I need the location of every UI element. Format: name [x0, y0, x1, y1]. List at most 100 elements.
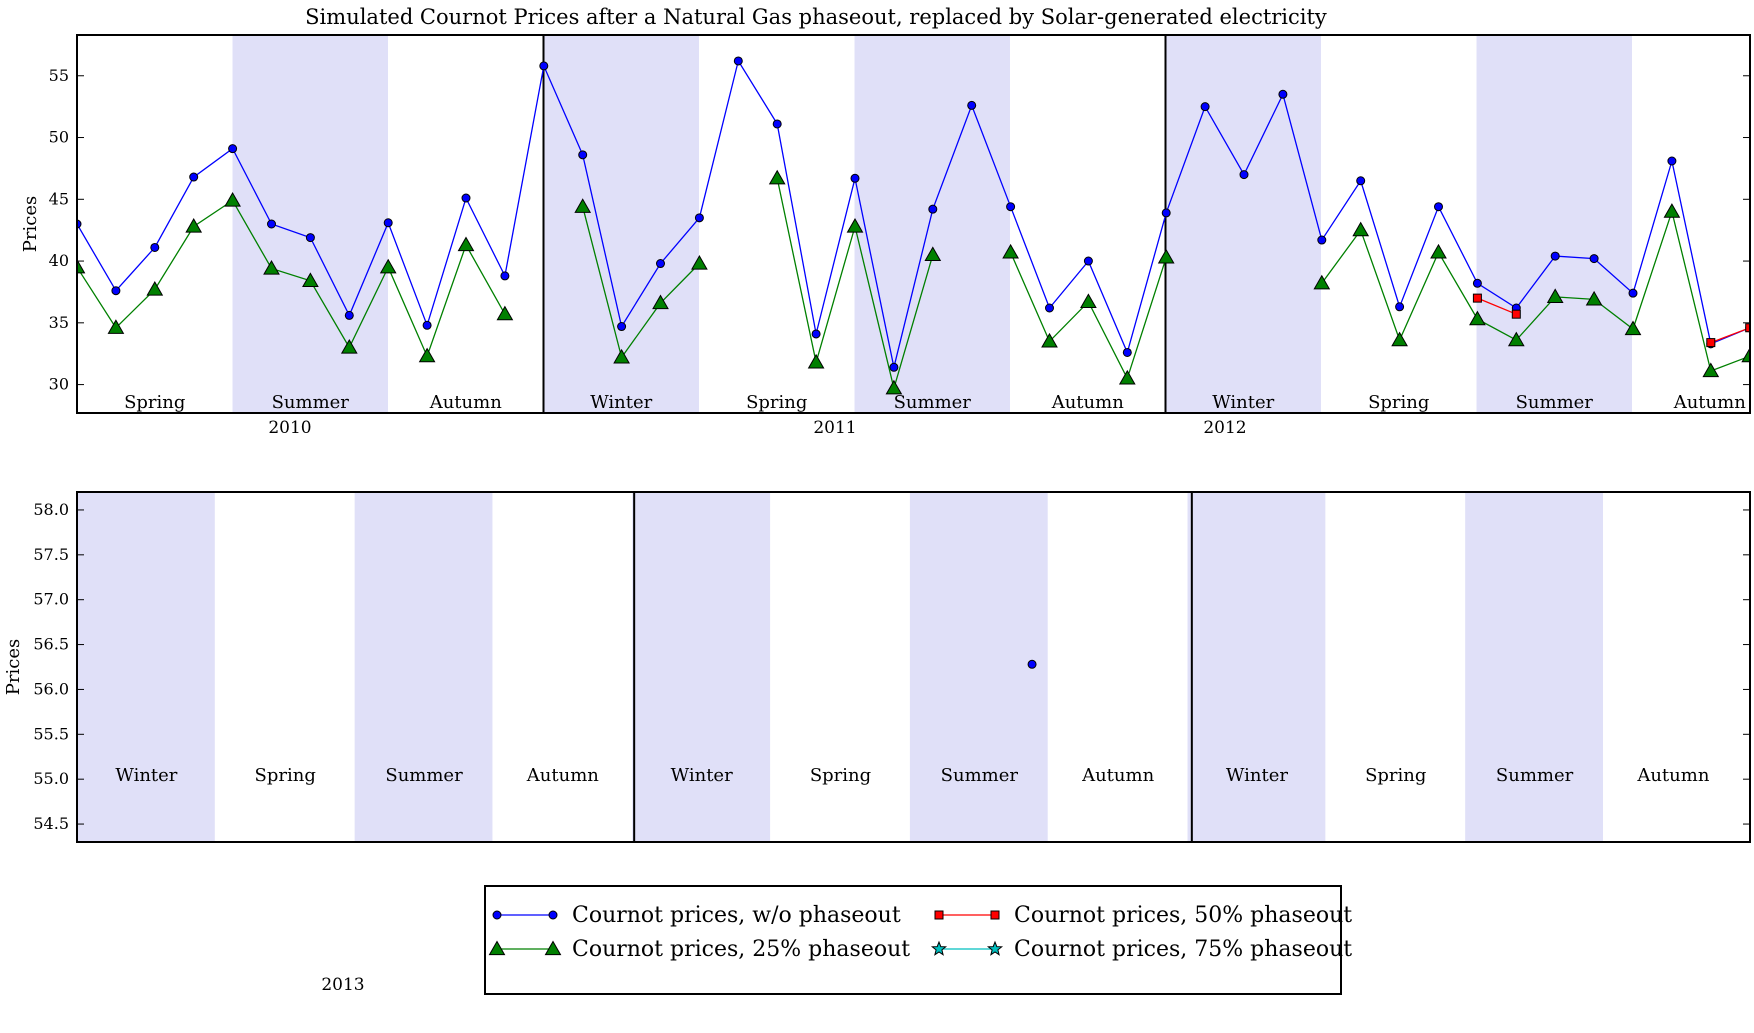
season-label: Winter [671, 765, 733, 786]
season-label: Summer [272, 392, 350, 413]
data-point [1431, 245, 1446, 258]
data-point [770, 171, 785, 184]
data-point [147, 282, 162, 295]
data-point [1590, 255, 1598, 263]
data-point [384, 219, 392, 227]
data-point [1703, 364, 1718, 377]
y-tick-label: 58.0 [33, 500, 69, 519]
season-label: Spring [124, 392, 185, 413]
season-band [77, 492, 215, 842]
data-point [851, 174, 859, 182]
data-point [151, 243, 159, 251]
season-band [1477, 35, 1633, 413]
data-point [618, 323, 626, 331]
y-tick-label: 54.5 [33, 814, 69, 833]
season-label: Winter [1212, 392, 1274, 413]
data-point [1028, 660, 1036, 668]
data-point [1046, 304, 1054, 312]
season-label: Summer [1516, 392, 1594, 413]
data-point [345, 311, 353, 319]
data-point [186, 219, 201, 232]
data-point [268, 220, 276, 228]
year-label: 2013 [321, 975, 364, 995]
data-point [1081, 294, 1096, 307]
legend-label: Cournot prices, 25% phaseout [572, 937, 910, 962]
data-point [540, 62, 548, 70]
data-point [1707, 339, 1715, 347]
season-band [355, 492, 493, 842]
data-point [1473, 279, 1481, 287]
data-point [1357, 177, 1365, 185]
y-axis-label: Prices [20, 196, 41, 252]
data-point [1353, 223, 1368, 236]
season-label: Winter [590, 392, 652, 413]
year-label: 2010 [268, 418, 311, 438]
season-label: Summer [894, 392, 972, 413]
data-point [1473, 294, 1481, 302]
season-label: Summer [385, 765, 463, 786]
data-point [1512, 310, 1520, 318]
data-point [773, 120, 781, 128]
data-point [1007, 203, 1015, 211]
data-point [229, 145, 237, 153]
y-tick-label: 57.5 [33, 545, 69, 564]
series-line [1011, 252, 1167, 378]
data-point [1435, 203, 1443, 211]
data-point [1551, 252, 1559, 260]
season-label: Spring [1365, 765, 1426, 786]
year-label: 2012 [1203, 418, 1246, 438]
data-point [1120, 371, 1135, 384]
y-tick-label: 40 [49, 251, 69, 270]
y-tick-label: 56.5 [33, 635, 69, 654]
y-tick-label: 57.0 [33, 590, 69, 609]
y-tick-label: 30 [49, 375, 69, 394]
data-point [968, 101, 976, 109]
y-axis-label: Prices [3, 639, 24, 695]
season-label: Autumn [526, 765, 599, 786]
data-point [1279, 90, 1287, 98]
data-point [695, 214, 703, 222]
data-point [501, 272, 509, 280]
data-point [190, 173, 198, 181]
data-point [1084, 257, 1092, 265]
y-tick-label: 35 [49, 313, 69, 332]
season-band [855, 35, 1011, 413]
y-tick-label: 56.0 [33, 679, 69, 698]
data-point [1162, 209, 1170, 217]
season-label: Spring [255, 765, 316, 786]
data-point [497, 307, 512, 320]
season-label: Spring [810, 765, 871, 786]
data-point [657, 260, 665, 268]
season-label: Autumn [1051, 392, 1124, 413]
data-point [1668, 157, 1676, 165]
y-tick-label: 45 [49, 189, 69, 208]
y-tick-label: 50 [49, 128, 69, 147]
data-point [1396, 303, 1404, 311]
data-point [112, 287, 120, 295]
legend-marker [549, 911, 557, 919]
legend-marker [493, 911, 501, 919]
season-band [1188, 492, 1326, 842]
season-label: Autumn [429, 392, 502, 413]
season-band [910, 492, 1048, 842]
season-band [1166, 35, 1322, 413]
season-band [233, 35, 389, 413]
series-line [1711, 328, 1750, 343]
data-point [1123, 348, 1131, 356]
data-point [420, 349, 435, 362]
legend-label: Cournot prices, 75% phaseout [1014, 937, 1352, 962]
season-band [1465, 492, 1603, 842]
y-tick-label: 55.5 [33, 724, 69, 743]
data-point [1742, 349, 1754, 362]
data-point [929, 205, 937, 213]
season-label: Autumn [1636, 765, 1709, 786]
data-point [1240, 171, 1248, 179]
data-point [459, 238, 474, 251]
data-point [462, 194, 470, 202]
data-point [1629, 289, 1637, 297]
season-label: Winter [1226, 765, 1288, 786]
data-point [1664, 204, 1679, 217]
data-point [1201, 103, 1209, 111]
